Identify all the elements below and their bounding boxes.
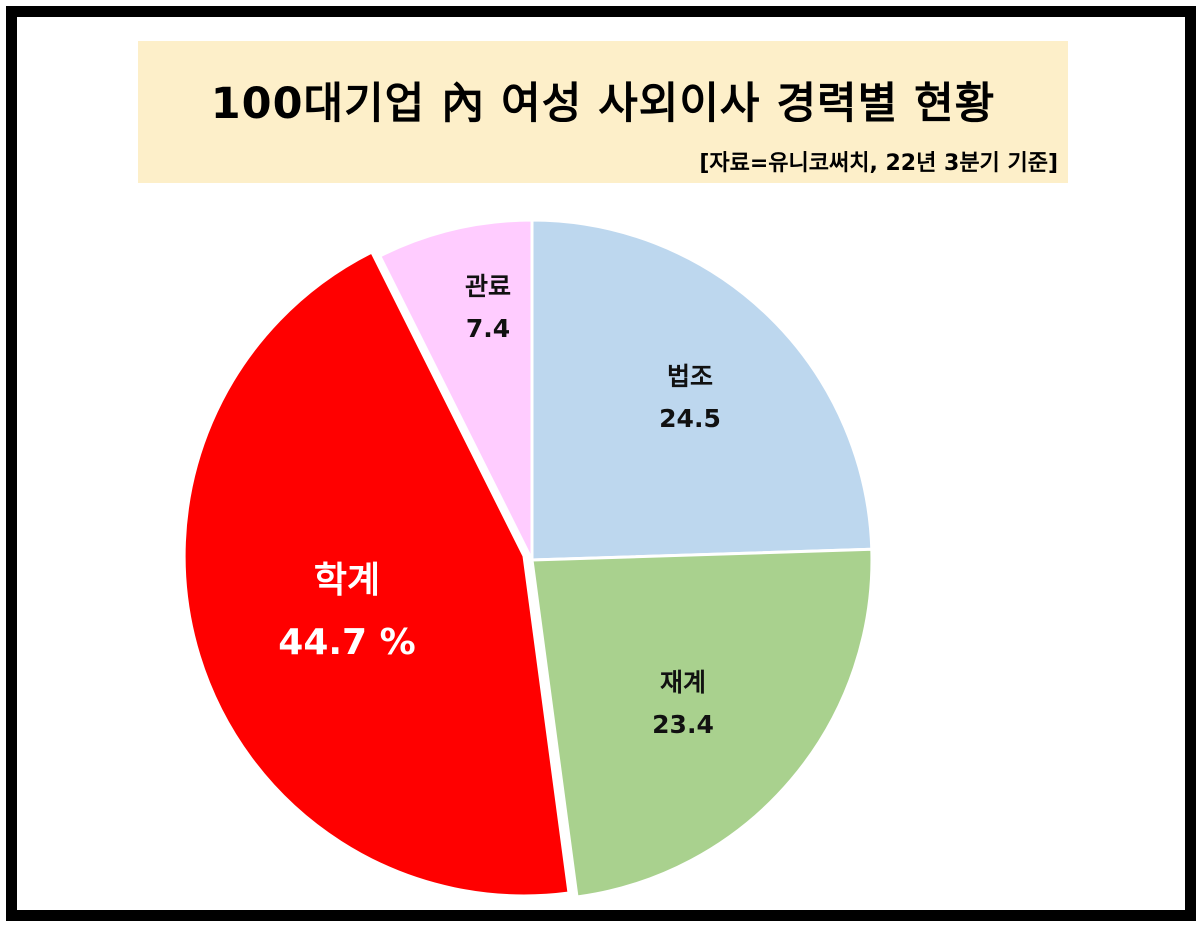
label-hakgye-value: 44.7 % xyxy=(278,622,416,663)
slice-jaegye xyxy=(530,547,874,899)
label-gwanryo-name: 관료 xyxy=(464,272,512,301)
label-gwanryo-value: 7.4 xyxy=(465,314,511,343)
slice-gwanryo xyxy=(378,218,534,562)
label-hakgye-name: 학계 xyxy=(313,560,381,601)
chart-source: [자료=유니코써치, 22년 3분기 기준] xyxy=(699,151,1058,176)
slice-beopjo xyxy=(530,218,874,562)
label-beopjo: 법조 24.5 xyxy=(659,356,721,440)
label-beopjo-value: 24.5 xyxy=(659,404,721,433)
label-hakgye: 학계 44.7 % xyxy=(278,550,415,674)
label-beopjo-name: 법조 xyxy=(666,362,713,391)
label-gwanryo: 관료 7.4 xyxy=(465,266,511,350)
label-jaegye-name: 재계 xyxy=(659,668,706,697)
label-jaegye-value: 23.4 xyxy=(652,710,714,739)
slice-hakgye xyxy=(182,250,571,898)
chart-title: 100대기업 內 여성 사외이사 경력별 현황 xyxy=(210,79,996,129)
label-jaegye: 재계 23.4 xyxy=(652,662,714,746)
title-box: 100대기업 內 여성 사외이사 경력별 현황 [자료=유니코써치, 22년 3… xyxy=(138,41,1068,183)
